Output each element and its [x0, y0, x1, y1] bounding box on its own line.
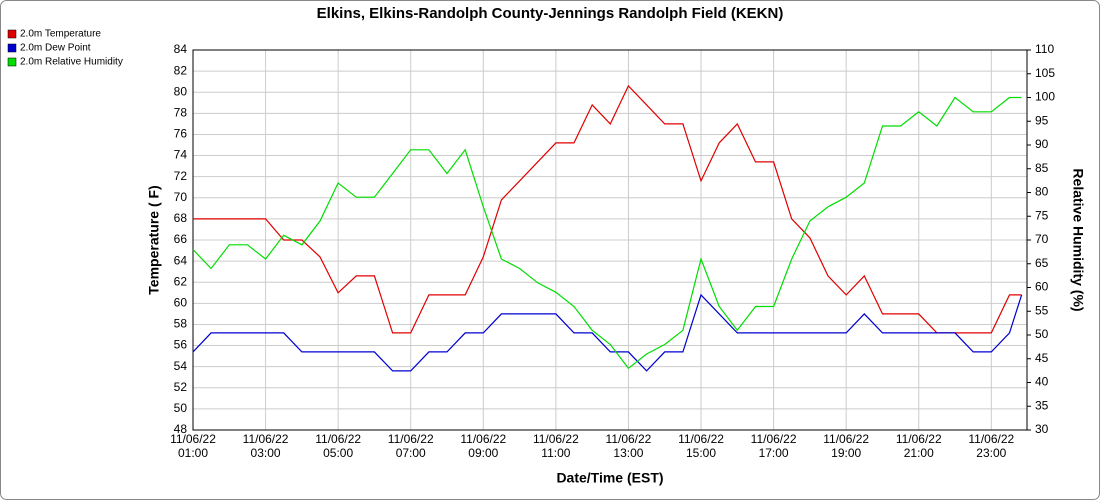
y-tick-label: 72	[174, 169, 188, 183]
x-tick-label: 11/06/22 13:00	[606, 432, 652, 460]
x-tick-label: 11/06/22 05:00	[315, 432, 361, 460]
y2-tick-label: 70	[1035, 232, 1049, 246]
series-line	[192, 96, 1022, 370]
y2-tick-label: 110	[1035, 42, 1054, 56]
y-tick-label: 58	[174, 317, 188, 331]
y2-tick-label: 65	[1035, 256, 1049, 270]
y-axis-title: Temperature ( F)	[146, 185, 162, 294]
y-tick-label: 64	[174, 253, 188, 267]
y2-tick-label: 105	[1035, 66, 1055, 80]
y2-tick-label: 55	[1035, 303, 1049, 317]
y2-tick-label: 45	[1035, 351, 1049, 365]
legend-label: 2.0m Relative Humidity	[20, 57, 123, 68]
y-tick-label: 66	[174, 232, 188, 246]
y-tick-label: 80	[174, 84, 188, 98]
y-tick-label: 48	[174, 422, 188, 436]
y-tick-label: 60	[174, 296, 188, 310]
legend-label: 2.0m Temperature	[20, 29, 101, 40]
x-tick-label: 11/06/22 09:00	[460, 432, 506, 460]
x-axis-title: Date/Time (EST)	[556, 470, 663, 486]
x-tick-label: 11/06/22 11:00	[533, 432, 579, 460]
chart-title: Elkins, Elkins-Randolph County-Jennings …	[317, 5, 784, 22]
x-tick-label: 11/06/22 15:00	[678, 432, 724, 460]
y2-tick-label: 100	[1035, 90, 1055, 104]
y-tick-label: 62	[174, 274, 188, 288]
y2-tick-label: 90	[1035, 137, 1049, 151]
y2-tick-label: 85	[1035, 161, 1049, 175]
y-tick-label: 56	[174, 338, 188, 352]
y2-tick-label: 95	[1035, 113, 1049, 127]
y-tick-label: 74	[174, 148, 188, 162]
x-tick-label: 11/06/22 07:00	[388, 432, 434, 460]
series-line	[192, 293, 1023, 372]
y2-tick-label: 80	[1035, 185, 1049, 199]
y2-tick-label: 75	[1035, 208, 1049, 222]
y-tick-label: 82	[174, 63, 188, 77]
y-tick-label: 84	[174, 42, 188, 56]
y2-tick-label: 50	[1035, 327, 1049, 341]
y-tick-label: 76	[174, 127, 188, 141]
y2-tick-label: 40	[1035, 375, 1049, 389]
y-tick-label: 78	[174, 106, 188, 120]
y-tick-label: 68	[174, 211, 188, 225]
y2-axis-title: Relative Humidity (%)	[1070, 168, 1086, 311]
y-tick-label: 54	[174, 359, 188, 373]
x-tick-label: 11/06/22 21:00	[896, 432, 942, 460]
y2-tick-label: 30	[1035, 422, 1049, 436]
y2-tick-label: 60	[1035, 280, 1049, 294]
y-tick-label: 52	[174, 380, 188, 394]
x-tick-label: 11/06/22 17:00	[751, 432, 797, 460]
series-line	[193, 84, 1022, 334]
x-tick-label: 11/06/22 23:00	[968, 432, 1014, 460]
y2-tick-label: 35	[1035, 398, 1049, 412]
plot-frame	[192, 49, 1028, 431]
y-tick-label: 70	[174, 190, 188, 204]
x-tick-label: 11/06/22 03:00	[243, 432, 289, 460]
legend-swatch	[7, 57, 17, 67]
x-tick-label: 11/06/22 01:00	[170, 432, 216, 460]
legend-swatch	[7, 43, 17, 53]
legend-swatch	[7, 29, 17, 39]
y-tick-label: 50	[174, 401, 188, 415]
legend-label: 2.0m Dew Point	[20, 43, 91, 54]
x-tick-label: 11/06/22 19:00	[823, 432, 869, 460]
